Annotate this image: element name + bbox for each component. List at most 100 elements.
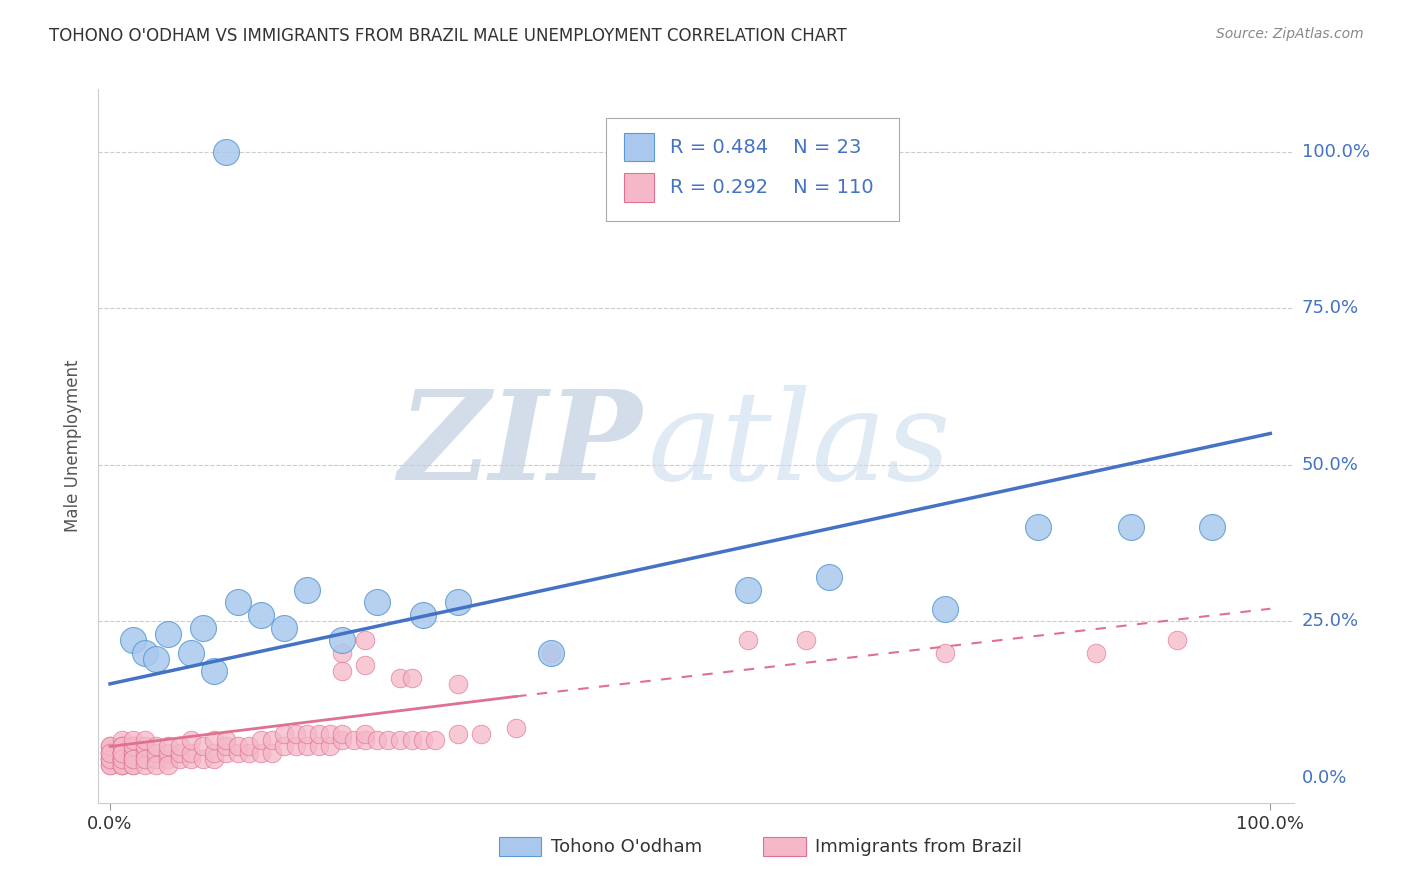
Point	[145, 746, 167, 760]
Point	[412, 733, 434, 747]
Point	[238, 739, 260, 754]
Point	[262, 746, 284, 760]
Text: Immigrants from Brazil: Immigrants from Brazil	[815, 838, 1022, 855]
Point	[354, 727, 377, 741]
Text: 0.0%: 0.0%	[1302, 769, 1347, 787]
Point	[157, 739, 180, 754]
Point	[134, 739, 156, 754]
Point	[134, 758, 156, 772]
Point	[737, 633, 759, 648]
Text: 25.0%: 25.0%	[1302, 612, 1360, 631]
Point	[540, 646, 562, 660]
Point	[122, 733, 145, 747]
Point	[98, 746, 121, 760]
Point	[447, 595, 470, 609]
Point	[111, 733, 134, 747]
Point	[111, 758, 134, 772]
Text: R = 0.484    N = 23: R = 0.484 N = 23	[669, 137, 860, 156]
Point	[122, 752, 145, 766]
Point	[319, 739, 342, 754]
Point	[122, 746, 145, 760]
Point	[134, 752, 156, 766]
Point	[297, 739, 319, 754]
Point	[169, 739, 191, 754]
Point	[273, 727, 295, 741]
Point	[330, 727, 353, 741]
Text: atlas: atlas	[648, 385, 952, 507]
Point	[157, 627, 180, 641]
Point	[204, 746, 226, 760]
Point	[389, 671, 412, 685]
Point	[111, 739, 134, 754]
Point	[389, 733, 412, 747]
Point	[284, 727, 307, 741]
Point	[226, 595, 249, 609]
Point	[737, 582, 759, 597]
Point	[134, 646, 156, 660]
Point	[134, 746, 156, 760]
FancyBboxPatch shape	[606, 118, 900, 221]
Text: 100.0%: 100.0%	[1302, 143, 1369, 161]
Point	[145, 758, 167, 772]
Point	[111, 746, 134, 760]
Point	[250, 746, 273, 760]
Point	[308, 727, 330, 741]
Point	[180, 733, 202, 747]
Point	[145, 652, 167, 666]
Point	[204, 733, 226, 747]
Point	[273, 739, 295, 754]
Point	[343, 733, 366, 747]
Point	[98, 758, 121, 772]
Point	[204, 665, 226, 679]
Point	[226, 739, 249, 754]
Point	[122, 758, 145, 772]
Point	[794, 633, 817, 648]
Point	[215, 733, 238, 747]
Point	[250, 733, 273, 747]
Point	[377, 733, 399, 747]
Point	[330, 633, 353, 648]
Point	[157, 746, 180, 760]
Point	[122, 752, 145, 766]
Point	[111, 752, 134, 766]
Point	[284, 739, 307, 754]
Point	[145, 752, 167, 766]
Y-axis label: Male Unemployment: Male Unemployment	[65, 359, 83, 533]
Text: TOHONO O'ODHAM VS IMMIGRANTS FROM BRAZIL MALE UNEMPLOYMENT CORRELATION CHART: TOHONO O'ODHAM VS IMMIGRANTS FROM BRAZIL…	[49, 27, 846, 45]
Point	[1026, 520, 1049, 534]
Point	[180, 746, 202, 760]
Point	[180, 646, 202, 660]
Point	[330, 646, 353, 660]
Point	[157, 752, 180, 766]
Point	[366, 595, 388, 609]
Text: Source: ZipAtlas.com: Source: ZipAtlas.com	[1216, 27, 1364, 41]
Point	[122, 739, 145, 754]
Point	[204, 752, 226, 766]
Bar	[624, 133, 654, 161]
Point	[238, 746, 260, 760]
Point	[505, 721, 527, 735]
Point	[111, 758, 134, 772]
Point	[111, 752, 134, 766]
Point	[111, 739, 134, 754]
Point	[191, 752, 214, 766]
Point	[98, 752, 121, 766]
Point	[111, 746, 134, 760]
Point	[111, 739, 134, 754]
Point	[818, 570, 841, 584]
Point	[111, 746, 134, 760]
Text: ZIP: ZIP	[398, 385, 643, 507]
Point	[111, 758, 134, 772]
Point	[169, 746, 191, 760]
Point	[122, 752, 145, 766]
Text: 75.0%: 75.0%	[1302, 300, 1360, 318]
Point	[226, 746, 249, 760]
Point	[401, 671, 423, 685]
Point	[297, 727, 319, 741]
Point	[354, 658, 377, 673]
Point	[122, 633, 145, 648]
Point	[401, 733, 423, 747]
Point	[215, 739, 238, 754]
Point	[191, 739, 214, 754]
Point	[111, 752, 134, 766]
